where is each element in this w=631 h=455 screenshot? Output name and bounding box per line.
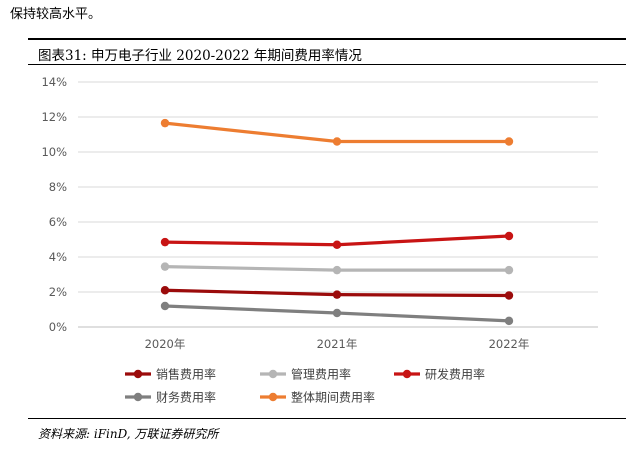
data-point	[504, 316, 514, 326]
y-tick-label: 14%	[41, 75, 67, 89]
legend-marker	[133, 392, 143, 402]
chart: 0% 2% 4% 6% 8% 10% 12% 14% 2020年 2021年 2022年 销售费用…	[41, 75, 598, 405]
source-note: 资料来源: iFinD, 万联证券研究所	[38, 427, 219, 441]
data-point	[160, 118, 170, 128]
top-rule	[28, 38, 626, 40]
bottom-rule	[28, 418, 626, 419]
y-tick-label: 6%	[49, 215, 67, 229]
title-rule	[28, 64, 626, 65]
data-point	[504, 265, 514, 275]
y-tick-label: 8%	[49, 180, 67, 194]
data-point	[504, 291, 514, 300]
data-point	[332, 137, 342, 146]
legend-marker	[133, 369, 143, 379]
legend-label: 整体期间费用率	[291, 390, 375, 405]
data-point	[160, 237, 170, 247]
legend-label: 研发费用率	[425, 367, 485, 382]
y-tick-label: 12%	[41, 110, 67, 124]
intro-text: 保持较高水平。	[10, 7, 102, 22]
legend-label: 管理费用率	[291, 367, 351, 382]
data-point	[504, 231, 514, 241]
data-point	[160, 262, 170, 271]
data-point	[504, 137, 514, 146]
y-tick-label: 4%	[49, 250, 67, 264]
legend-marker	[268, 369, 278, 379]
data-point	[332, 290, 342, 299]
grid	[78, 81, 598, 293]
figure-title: 图表31: 申万电子行业 2020-2022 年期间费用率情况	[38, 48, 362, 64]
data-point	[332, 308, 342, 318]
y-tick-label: 2%	[49, 285, 67, 299]
series-lines	[160, 118, 514, 326]
data-point	[332, 265, 342, 275]
data-point	[160, 301, 170, 311]
y-axis: 0% 2% 4% 6% 8% 10% 12% 14%	[41, 75, 67, 334]
x-axis: 2020年 2021年 2022年	[78, 326, 598, 351]
y-tick-label: 10%	[41, 145, 67, 159]
legend-marker	[402, 369, 412, 379]
data-point	[332, 240, 342, 249]
x-tick-label: 2021年	[317, 337, 358, 351]
data-point	[160, 286, 170, 295]
legend-label: 财务费用率	[156, 390, 216, 405]
legend-marker	[268, 392, 278, 402]
x-tick-label: 2022年	[489, 337, 530, 351]
x-tick-label: 2020年	[145, 337, 186, 351]
y-tick-label: 0%	[49, 320, 67, 334]
legend-label: 销售费用率	[156, 367, 216, 382]
